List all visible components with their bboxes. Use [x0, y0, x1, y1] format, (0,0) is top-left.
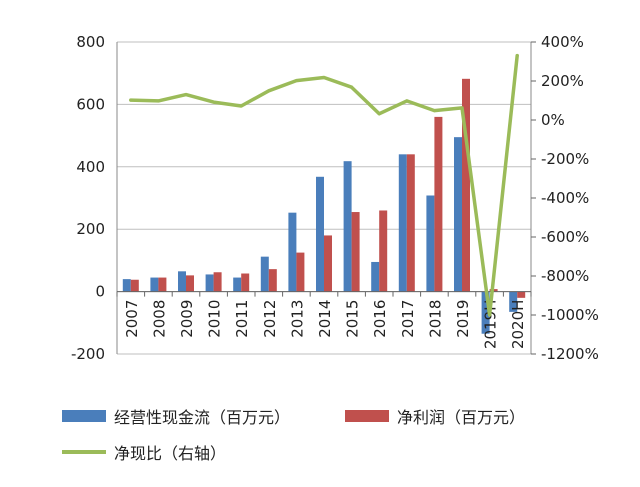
- bar-net-profit: [379, 210, 388, 292]
- x-tick-label: 2013: [288, 300, 306, 338]
- left-tick-label: 200: [76, 220, 105, 238]
- bar-net-profit: [213, 272, 222, 292]
- x-tick-label: 2009: [178, 300, 196, 338]
- bar-cash-flow: [233, 277, 242, 292]
- ratio-point: [322, 75, 326, 79]
- bar-net-profit: [324, 235, 332, 292]
- ratio-point: [405, 99, 409, 103]
- x-tick-label: 2016: [371, 300, 389, 338]
- x-tick-label: 2017: [399, 300, 417, 338]
- left-tick-label: 0: [95, 283, 105, 301]
- bars-group: [122, 78, 526, 334]
- left-tick-label: -200: [71, 345, 105, 363]
- ratio-point: [239, 104, 243, 108]
- right-tick-label: -400%: [541, 189, 589, 207]
- x-tick-label: 2008: [150, 300, 168, 338]
- legend-ratio-label: 净现比（右轴）: [114, 444, 227, 463]
- left-tick-label: 800: [76, 33, 105, 51]
- bar-cash-flow: [122, 279, 131, 292]
- bar-cash-flow: [398, 154, 407, 292]
- bar-net-profit: [406, 154, 415, 292]
- bar-cash-flow: [454, 137, 462, 292]
- right-tick-label: -200%: [541, 150, 589, 168]
- bar-net-profit: [186, 275, 194, 292]
- bar-net-profit: [517, 291, 526, 298]
- x-tick-label: 2012: [261, 300, 279, 338]
- right-tick-label: -600%: [541, 228, 589, 246]
- ratio-point: [129, 98, 133, 102]
- right-tick-label: -1000%: [541, 306, 599, 324]
- bar-net-profit: [462, 78, 470, 292]
- bar-net-profit: [296, 252, 305, 292]
- ratio-point: [488, 313, 492, 317]
- legend-net-profit: 净利润（百万元）: [345, 404, 525, 428]
- bar-cash-flow: [426, 195, 435, 292]
- bar-net-profit: [241, 273, 250, 292]
- bar-cash-flow: [260, 256, 269, 292]
- ratio-point: [377, 112, 381, 116]
- x-tick-label: 2019H: [482, 300, 500, 349]
- legend-net-profit-label: 净利润（百万元）: [397, 408, 526, 427]
- right-tick-label: -800%: [541, 267, 589, 285]
- bar-cash-flow: [343, 161, 352, 292]
- bar-cash-flow: [288, 212, 297, 292]
- bar-cash-flow: [316, 176, 324, 292]
- ratio-point: [212, 100, 216, 104]
- bar-net-profit: [434, 116, 443, 292]
- legend-cash-flow-label: 经营性现金流（百万元）: [114, 408, 291, 427]
- bar-cash-flow: [509, 291, 518, 312]
- bar-net-profit: [351, 212, 360, 292]
- right-axis-ticks: -1200% -1000% -800% -600% -400% -200% 0% 200% 40…: [541, 33, 599, 363]
- x-tick-label: 2015: [344, 300, 362, 338]
- bar-net-profit: [158, 277, 167, 292]
- bar-cash-flow: [178, 271, 186, 292]
- ratio-line-group: [129, 53, 519, 317]
- ratio-point: [515, 54, 519, 58]
- x-tick-label: 2019: [454, 300, 472, 338]
- right-tick-label: 0%: [541, 111, 565, 129]
- ratio-point: [184, 93, 188, 97]
- legend-cash-flow: 经营性现金流（百万元）: [62, 404, 290, 428]
- axes: [116, 41, 536, 355]
- ratio-point: [267, 89, 271, 93]
- x-axis-ticks: 2007 2008 2009 2010 2011 2012 2013 2014 2015 2016…: [123, 300, 527, 349]
- bar-cash-flow: [481, 291, 490, 334]
- x-tick-label: 2014: [316, 300, 334, 338]
- ratio-point: [156, 99, 160, 103]
- x-tick-label: 2018: [426, 300, 444, 338]
- bar-net-profit: [268, 269, 277, 292]
- left-tick-label: 600: [76, 95, 105, 113]
- bar-cash-flow: [371, 261, 380, 292]
- bar-net-profit: [130, 279, 139, 292]
- left-axis-ticks: -200 0 200 400 600 800: [71, 33, 105, 363]
- ratio-point: [432, 109, 436, 113]
- x-tick-label: 2020H: [509, 300, 527, 349]
- right-tick-label: 400%: [541, 33, 584, 51]
- legend-ratio-swatch: [62, 450, 106, 454]
- x-tick-label: 2007: [123, 300, 141, 338]
- ratio-point: [350, 85, 354, 89]
- legend-net-profit-swatch: [345, 410, 389, 422]
- ratio-point: [294, 79, 298, 83]
- legend-cash-flow-swatch: [62, 410, 106, 422]
- x-tick-label: 2010: [206, 300, 224, 338]
- right-tick-label: -1200%: [541, 345, 599, 363]
- right-tick-label: 200%: [541, 72, 584, 90]
- bar-cash-flow: [205, 274, 214, 292]
- bar-cash-flow: [150, 277, 159, 292]
- left-tick-label: 400: [76, 158, 105, 176]
- legend-ratio: 净现比（右轴）: [62, 440, 226, 464]
- ratio-point: [460, 106, 464, 110]
- x-tick-label: 2011: [233, 300, 251, 338]
